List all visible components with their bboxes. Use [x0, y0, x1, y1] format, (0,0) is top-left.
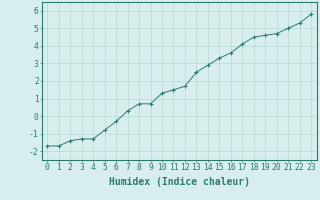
X-axis label: Humidex (Indice chaleur): Humidex (Indice chaleur): [109, 177, 250, 187]
